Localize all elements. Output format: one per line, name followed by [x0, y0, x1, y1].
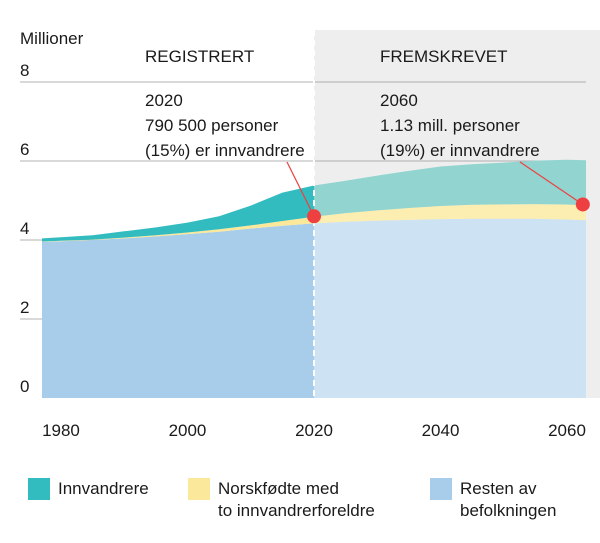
- legend-item-norskfodte: Norskfødte med to innvandrerforeldre: [188, 478, 375, 522]
- x-tick-label: 2060: [548, 421, 586, 440]
- annotation-2020-year: 2020: [145, 91, 183, 110]
- legend-label-resten: Resten av befolkningen: [460, 479, 557, 520]
- annotation-2020-leader: [286, 161, 315, 217]
- legend-swatch-norskfodte: [188, 478, 210, 500]
- x-tick-label: 2040: [422, 421, 460, 440]
- y-tick-label: 0: [20, 377, 29, 396]
- y-tick-label: 2: [20, 298, 29, 317]
- legend-label-norskfodte: Norskfødte med to innvandrerforeldre: [218, 479, 375, 520]
- legend-item-innvandrere: Innvandrere: [28, 478, 149, 500]
- y-axis-label: Millioner: [20, 29, 84, 48]
- section-label-fremskrevet: FREMSKREVET: [380, 47, 508, 66]
- legend-label-innvandrere: Innvandrere: [58, 479, 149, 498]
- annotation-2060-leader: [519, 161, 584, 205]
- section-label-registrert: REGISTRERT: [145, 47, 254, 66]
- annotation-2060-year: 2060: [380, 91, 418, 110]
- annotation-2060-line1: 1.13 mill. personer: [380, 116, 520, 135]
- annotation-2020-marker: [307, 209, 321, 224]
- area-series-2-proj: [314, 159, 586, 217]
- area-series-1-proj: [314, 204, 586, 224]
- x-tick-label: 2000: [169, 421, 207, 440]
- annotation-2020: 2020 790 500 personer (15%) er innvandre…: [145, 91, 305, 160]
- legend-swatch-innvandrere: [28, 478, 50, 500]
- area-series-2-hist: [42, 185, 314, 242]
- annotation-2060-marker: [575, 197, 590, 212]
- stacked-areas: [42, 159, 586, 398]
- annotation-2020-line1: 790 500 personer: [145, 116, 279, 135]
- annotation-2060-line2: (19%) er innvandrere: [380, 141, 540, 160]
- x-tick-label: 1980: [42, 421, 80, 440]
- legend-swatch-resten: [430, 478, 452, 500]
- area-series-0-hist: [42, 223, 314, 398]
- x-axis-ticks: 1980 2000 2020 2040 2060: [42, 421, 586, 440]
- x-tick-label: 2020: [295, 421, 333, 440]
- legend-item-resten: Resten av befolkningen: [430, 478, 556, 522]
- area-series-0-proj: [314, 218, 586, 398]
- y-tick-label: 8: [20, 61, 29, 80]
- annotation-2060: 2060 1.13 mill. personer (19%) er innvan…: [380, 91, 540, 160]
- annotation-2020-line2: (15%) er innvandrere: [145, 141, 305, 160]
- y-axis-ticks: 0 2 4 6 8: [20, 61, 29, 396]
- y-tick-label: 6: [20, 140, 29, 159]
- legend: Innvandrere Norskfødte med to innvandrer…: [0, 478, 600, 538]
- y-tick-label: 4: [20, 219, 29, 238]
